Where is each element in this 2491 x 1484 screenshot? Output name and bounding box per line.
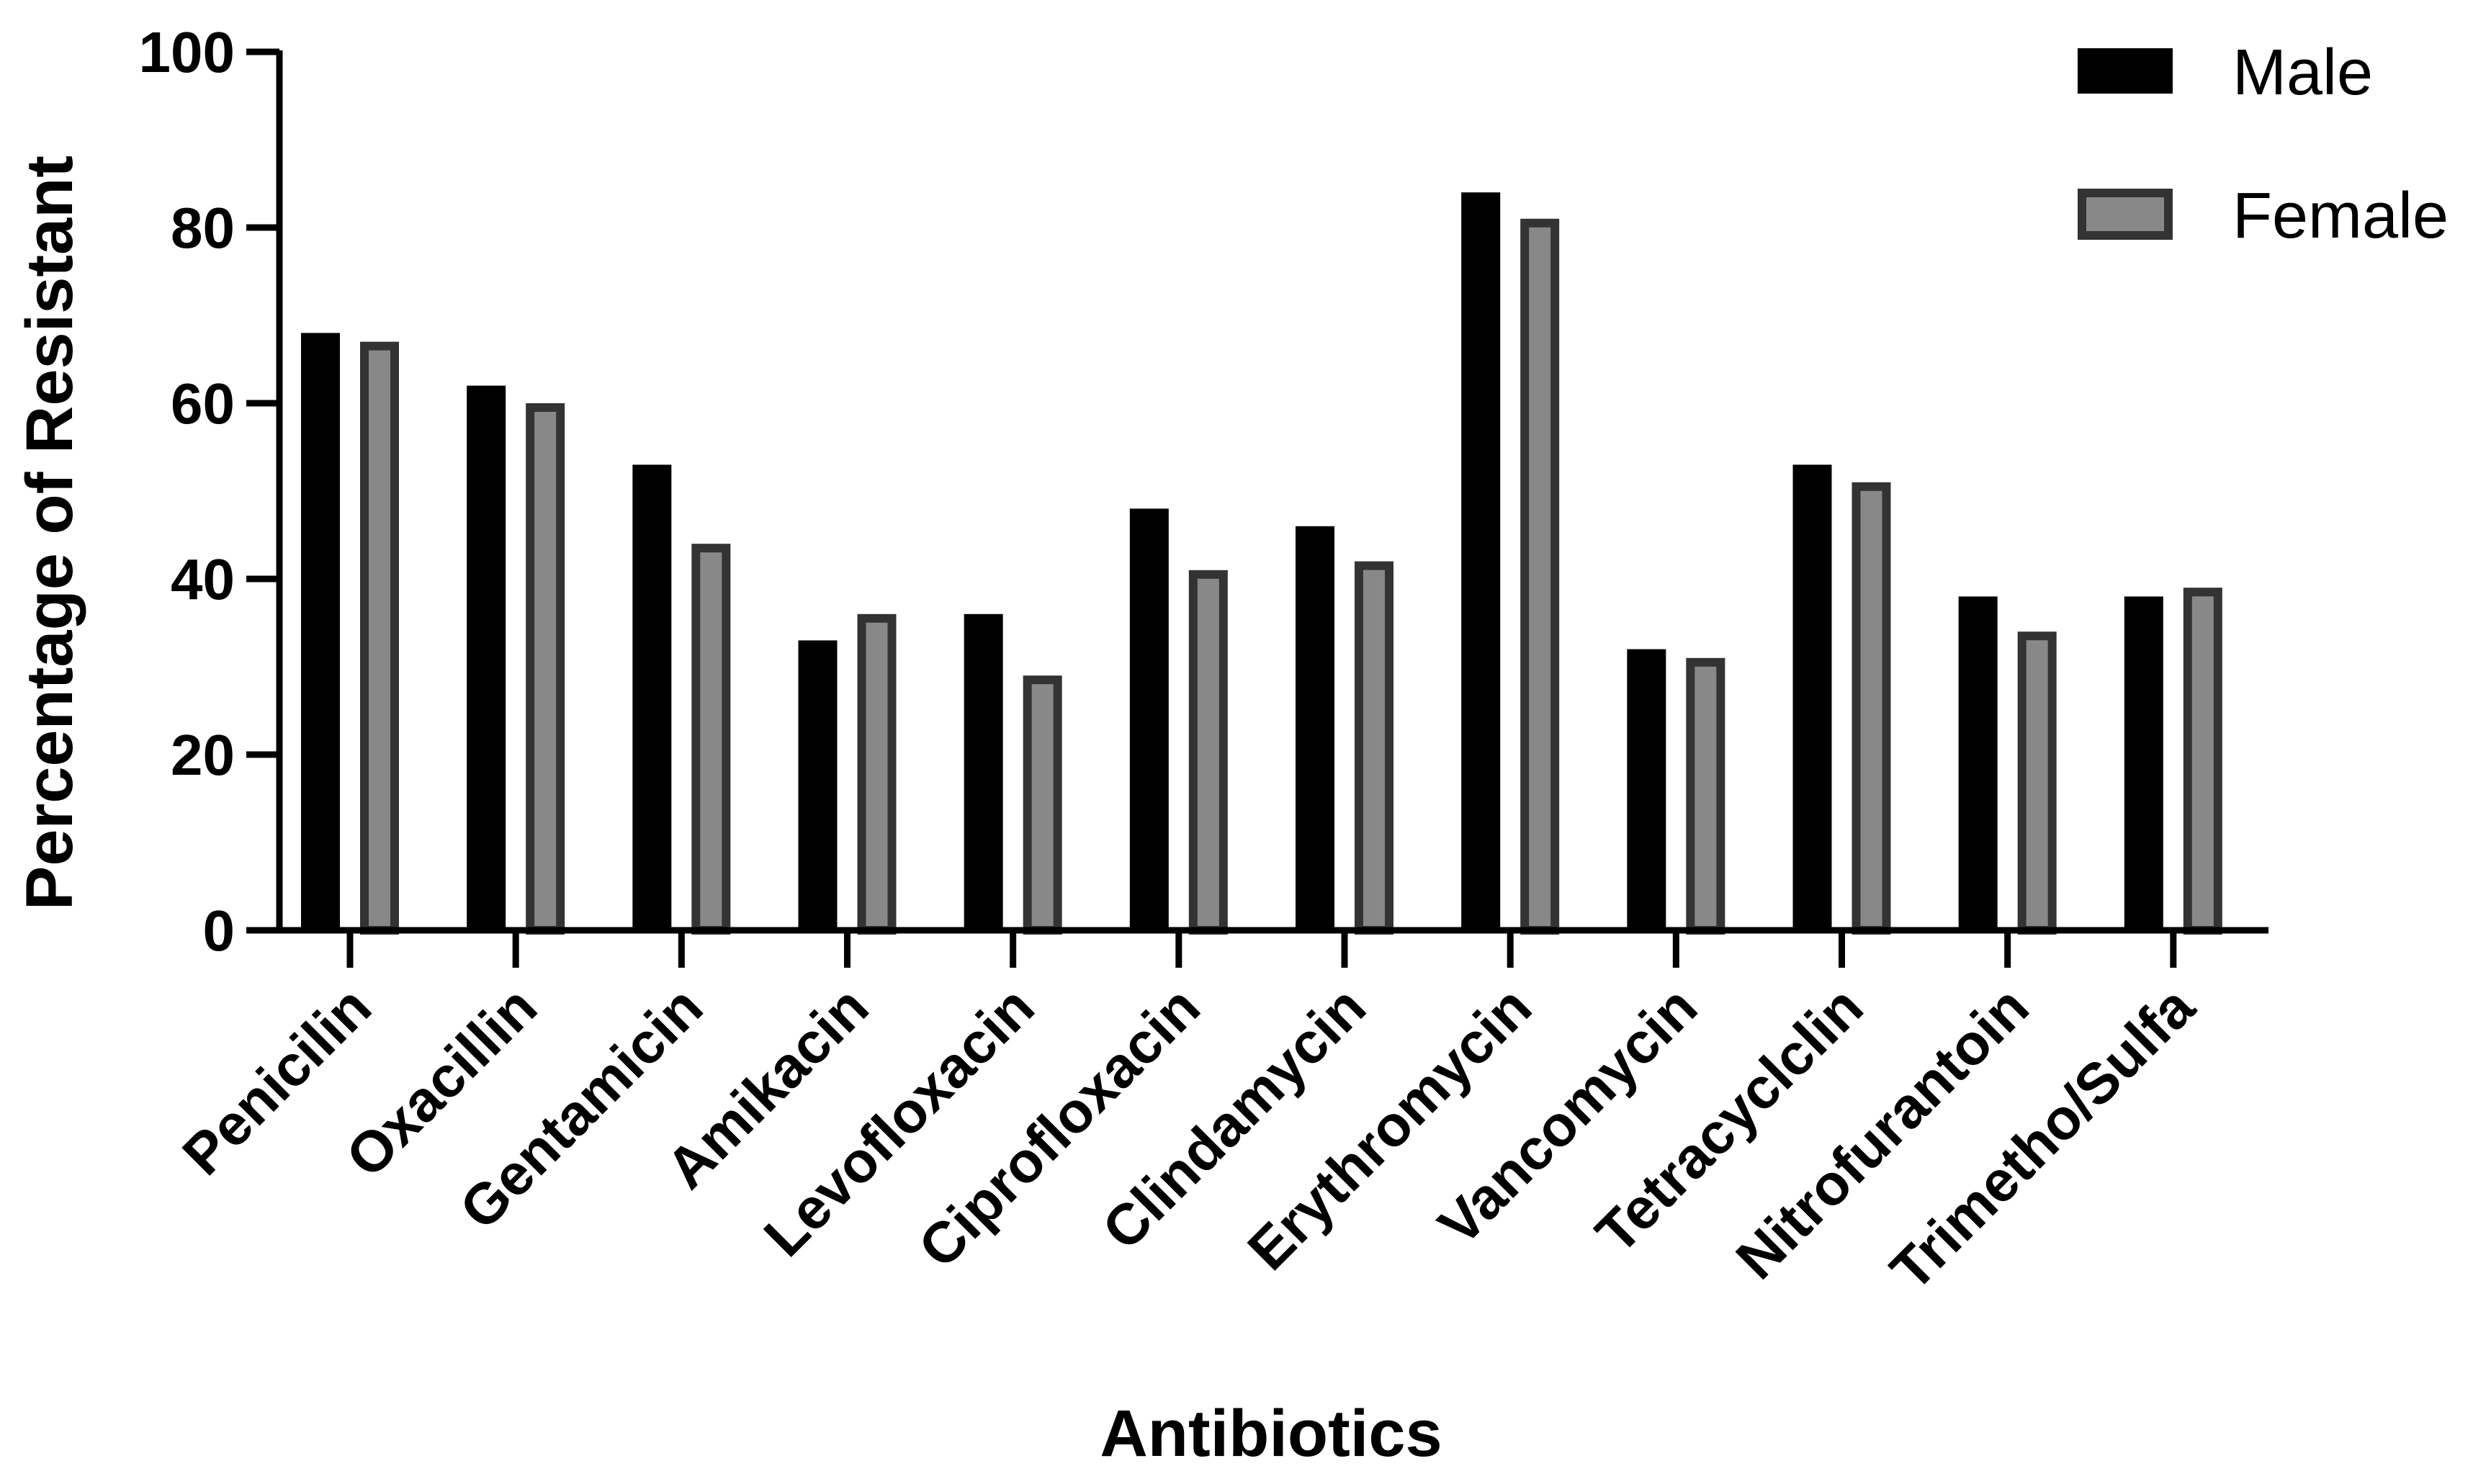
bar-male-2 [632, 464, 672, 930]
y-axis-title: Percentage of Resistant [13, 156, 86, 910]
y-tick-label-4: 80 [171, 196, 235, 260]
legend-label-male: Male [2232, 37, 2373, 109]
axes-group [276, 50, 2268, 934]
bar-female-10 [2017, 631, 2057, 935]
legend-swatch-male [2078, 48, 2173, 94]
bar-female-0 [360, 341, 399, 935]
bar-female-7 [1520, 218, 1560, 935]
bar-female-5 [1188, 570, 1228, 935]
y-tick-label-5: 100 [139, 20, 235, 84]
bar-male-3 [798, 640, 838, 930]
y-tick-label-3: 60 [171, 372, 235, 436]
bar-female-2 [691, 544, 731, 935]
y-tick-label-2: 40 [171, 547, 235, 611]
x-category-label-11: Trimetho/Sulfa [1878, 974, 2207, 1303]
bar-male-11 [2124, 596, 2163, 930]
bar-male-1 [467, 385, 506, 930]
legend-label-female: Female [2232, 180, 2449, 252]
bar-female-8 [1686, 657, 1725, 935]
x-categories-group: PenicilinOxacillinGentamicinAmikacinLevo… [170, 930, 2207, 1303]
bar-female-1 [526, 403, 565, 935]
bars-group [301, 192, 2222, 935]
bar-male-0 [301, 333, 340, 930]
bar-male-9 [1792, 464, 1832, 930]
bar-female-3 [857, 613, 897, 935]
bar-male-4 [964, 613, 1003, 930]
x-category-label-7: Erythromycin [1236, 974, 1544, 1282]
legend: Male Female [2078, 37, 2449, 252]
bar-male-6 [1296, 526, 1334, 930]
legend-swatch-female [2078, 189, 2173, 240]
x-axis-title: Antibiotics [1100, 1397, 1442, 1470]
y-ticks-group: 0 20 40 60 80 100 [139, 20, 279, 963]
bar-female-6 [1355, 561, 1393, 935]
bar-female-4 [1023, 675, 1062, 935]
bar-female-9 [1852, 482, 1891, 935]
y-tick-label-0: 0 [203, 899, 235, 963]
bar-male-10 [1958, 596, 1998, 930]
x-category-label-5: Ciprofloxacin [906, 974, 1211, 1280]
bar-male-8 [1627, 649, 1666, 930]
y-tick-label-1: 20 [171, 723, 235, 787]
x-category-label-10: Nitrofurantoin [1724, 974, 2041, 1291]
bar-male-5 [1129, 508, 1169, 930]
bar-female-11 [2183, 588, 2222, 935]
bar-male-7 [1461, 192, 1501, 931]
